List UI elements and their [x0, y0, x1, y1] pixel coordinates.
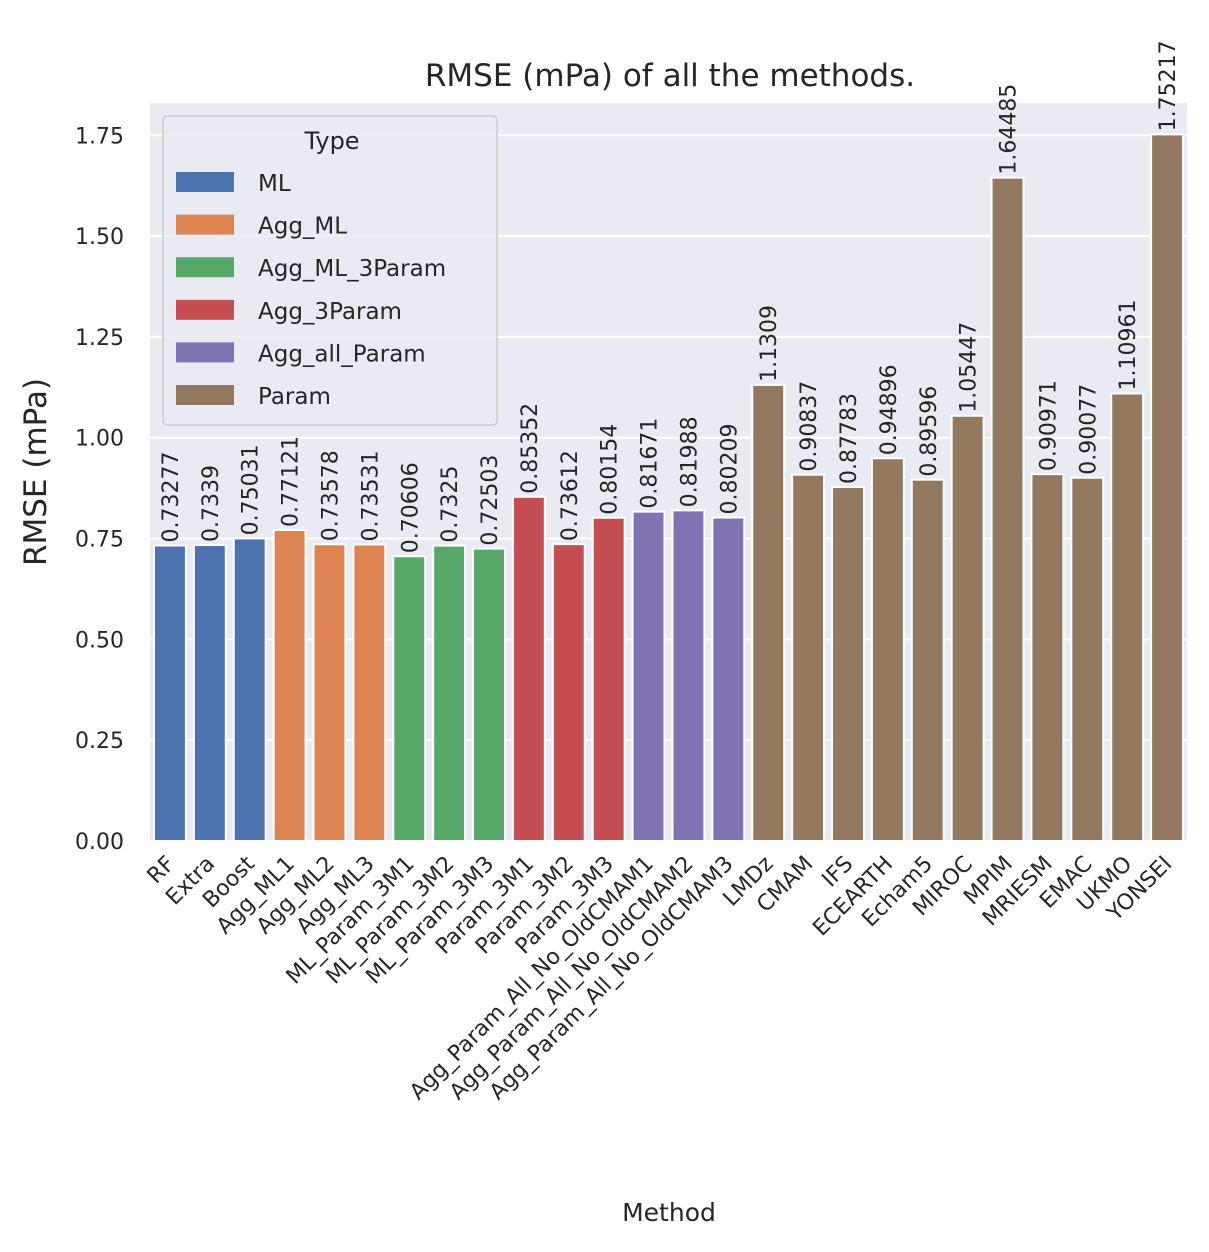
bar-value-label: 0.81671 [638, 418, 663, 509]
bar-value-label: 0.90077 [1076, 384, 1101, 475]
legend-entry-label: Agg_3Param [258, 299, 402, 325]
bar-value-label: 0.70606 [398, 462, 423, 553]
bar-value-label: 0.73277 [159, 452, 184, 543]
bar [990, 176, 1025, 842]
legend-swatch [176, 257, 234, 278]
y-axis-label: RMSE (mPa) [18, 378, 54, 566]
legend: Type ML Agg_ML Agg_ML_3Param Agg_3Param Agg_… [162, 115, 498, 426]
x-axis-ticks: RFExtraBoostAgg_ML1Agg_ML2Agg_ML3ML_Para… [143, 851, 1178, 1105]
bar [870, 457, 905, 842]
bar [1070, 476, 1105, 842]
bar [272, 528, 307, 842]
bar [1150, 133, 1185, 842]
bar-value-labels: 0.73277 0.7339 0.75031 0.77121 0.73578 0.7353… [159, 40, 1181, 553]
legend-entry-label: Param [258, 384, 331, 410]
bar [831, 485, 865, 842]
bar [472, 547, 506, 842]
bar [950, 414, 985, 842]
y-tick-label: 1.75 [75, 124, 124, 149]
bar [791, 473, 826, 842]
bar-value-label: 0.75031 [239, 444, 264, 535]
bar [671, 509, 706, 842]
legend-entry-label: Agg_ML [258, 214, 347, 240]
bar-value-label: 1.1309 [757, 305, 782, 382]
legend-swatch [176, 299, 234, 320]
bar [591, 516, 626, 842]
bar-value-label: 0.80154 [598, 424, 623, 515]
legend-swatch [176, 342, 234, 363]
y-tick-label: 0.50 [75, 628, 124, 653]
legend-entries: ML Agg_ML Agg_ML_3Param Agg_3Param Agg_all_P… [176, 171, 446, 410]
bar-value-label: 0.73612 [558, 450, 583, 541]
bar [751, 383, 786, 842]
legend-swatch [176, 385, 234, 405]
legend-title: Type [303, 127, 359, 155]
bar [392, 555, 427, 842]
bar [1110, 392, 1145, 842]
legend-entry-label: ML [258, 171, 291, 197]
legend-swatch [176, 214, 234, 235]
bar-value-label: 0.80209 [717, 424, 742, 515]
bar-value-label: 1.10961 [1116, 300, 1141, 391]
bar [711, 516, 746, 842]
y-tick-label: 0.25 [75, 729, 124, 754]
bar [511, 495, 546, 842]
bar-value-label: 0.89596 [917, 386, 942, 477]
bar [312, 543, 347, 843]
bar-value-label: 1.75217 [1156, 40, 1181, 131]
bar [152, 544, 187, 843]
y-tick-label: 1.50 [75, 225, 124, 250]
x-axis-label: Method [622, 1198, 716, 1227]
legend-box [162, 115, 498, 426]
bar [551, 543, 586, 842]
y-tick-label: 0.75 [75, 528, 124, 553]
bar [910, 478, 945, 842]
bar-value-label: 0.7325 [438, 466, 463, 543]
legend-swatch [176, 172, 234, 192]
bar-value-label: 0.72503 [478, 455, 503, 546]
bar-value-label: 0.73578 [318, 450, 343, 541]
bar-value-label: 0.81988 [677, 416, 702, 507]
bar-value-label: 0.94896 [877, 364, 902, 455]
bar-value-label: 0.73531 [358, 450, 383, 541]
bar-value-label: 0.90837 [797, 381, 822, 472]
y-tick-label: 1.25 [75, 326, 124, 351]
bar-value-label: 0.85352 [518, 403, 543, 494]
bar-value-label: 0.7339 [199, 465, 224, 542]
legend-entry-label: Agg_ML_3Param [258, 256, 446, 282]
y-tick-label: 0.00 [75, 830, 124, 855]
bar [192, 544, 227, 842]
bar [631, 510, 666, 842]
chart-title: RMSE (mPa) of all the methods. [425, 58, 915, 94]
bar-value-label: 0.90971 [1036, 380, 1061, 471]
bar-value-label: 0.87783 [837, 393, 862, 484]
bar-value-label: 1.64485 [997, 84, 1022, 175]
y-axis-ticks: 0.00 0.25 0.50 0.75 1.00 1.25 1.50 1.75 [75, 124, 124, 855]
bars [152, 133, 1185, 843]
bar [1030, 473, 1065, 842]
bar-value-label: 0.77121 [279, 436, 304, 527]
bar [432, 544, 467, 843]
bar [232, 537, 267, 842]
bar-value-label: 1.05447 [957, 322, 982, 413]
y-tick-label: 1.00 [75, 427, 124, 452]
bar [352, 543, 387, 842]
legend-entry-label: Agg_all_Param [258, 341, 426, 367]
